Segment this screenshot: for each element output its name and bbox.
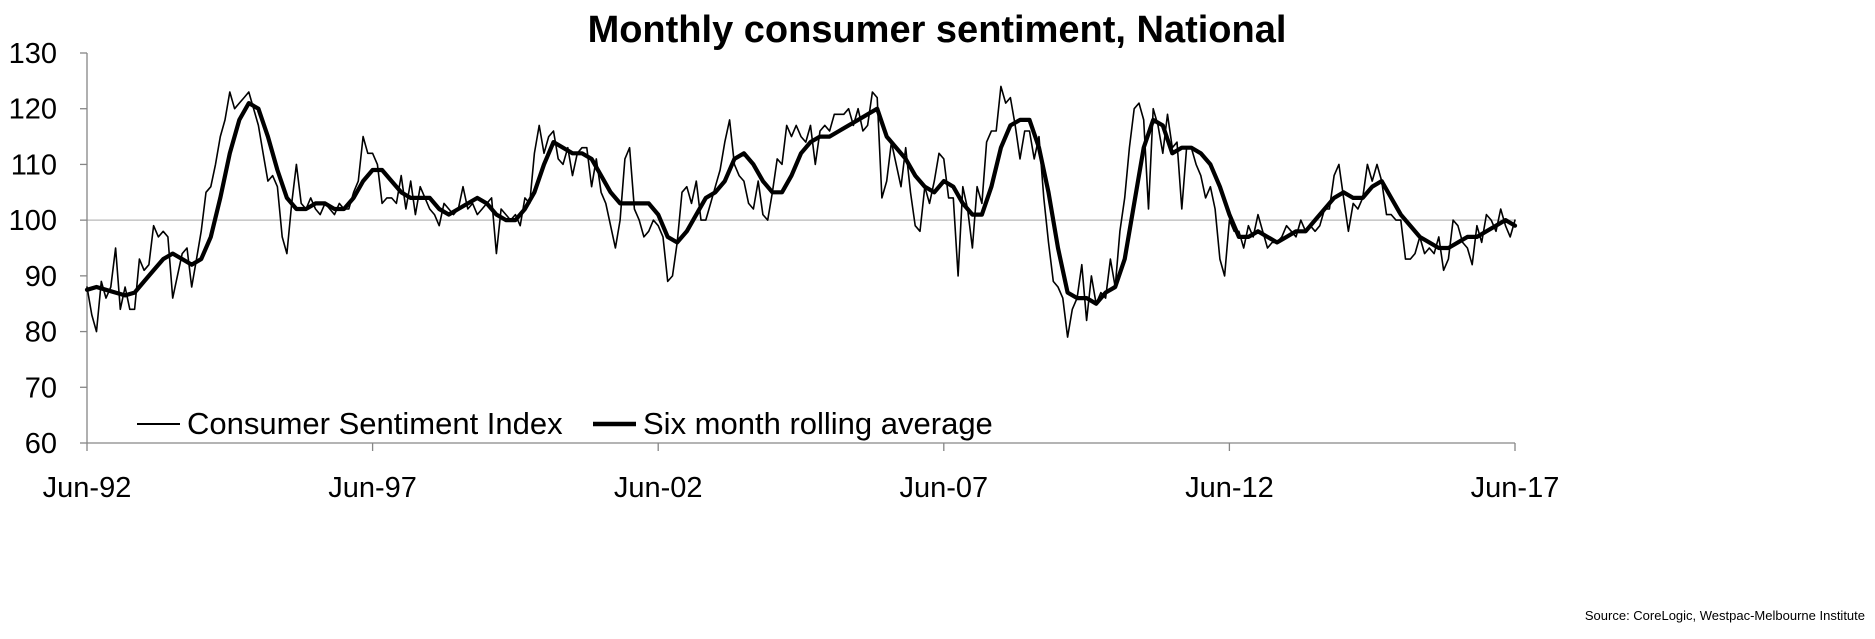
y-tick-label: 80 — [25, 317, 57, 349]
x-tick-label: Jun-17 — [1471, 472, 1560, 504]
legend: Consumer Sentiment Index Six month rolli… — [137, 406, 993, 441]
y-tick-label: 60 — [25, 428, 57, 460]
x-tick-label: Jun-12 — [1185, 472, 1274, 504]
chart-title: Monthly consumer sentiment, National — [588, 9, 1287, 51]
x-tick-label: Jun-92 — [43, 472, 132, 504]
y-tick-label: 100 — [9, 205, 57, 237]
legend-label-six-month-rolling-average: Six month rolling average — [643, 406, 993, 441]
x-tick-label: Jun-02 — [614, 472, 703, 504]
legend-label-consumer-sentiment-index: Consumer Sentiment Index — [187, 406, 563, 441]
y-tick-label: 130 — [9, 38, 57, 70]
y-tick-label: 70 — [25, 372, 57, 404]
y-tick-label: 120 — [9, 94, 57, 126]
source-note: Source: CoreLogic, Westpac-Melbourne Ins… — [1585, 608, 1865, 623]
y-tick-label: 110 — [11, 149, 57, 181]
axes: 60 70 80 90 100 110 120 130 Jun-92 Jun-97 Jun-02 Ju… — [9, 38, 1560, 504]
series-line-six-month-rolling-average — [84, 101, 1518, 306]
x-tick-label: Jun-07 — [899, 472, 988, 504]
y-tick-label: 90 — [25, 261, 57, 293]
x-tick-label: Jun-97 — [328, 472, 417, 504]
series-layer — [84, 85, 1518, 338]
series-line-consumer-sentiment-index — [86, 85, 1516, 338]
